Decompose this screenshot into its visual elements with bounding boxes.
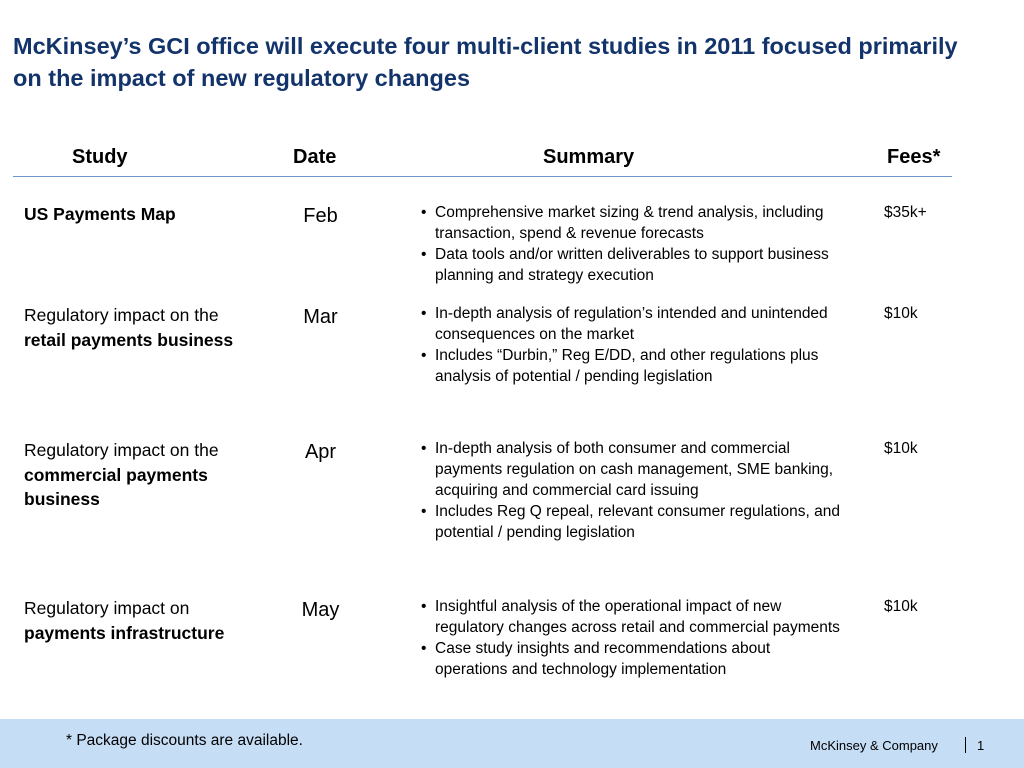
study-date: Apr — [304, 441, 337, 463]
summary-text: In-depth analysis of both consumer and c… — [435, 440, 834, 499]
study-fee: $10k — [884, 598, 918, 615]
bullet-icon: • — [421, 204, 427, 221]
summary-bullet: • Includes “Durbin,” Reg E/DD, and other … — [421, 345, 841, 387]
summary-text: Case study insights and recommendations … — [435, 640, 771, 678]
study-fee: $35k+ — [884, 204, 927, 221]
bullet-icon: • — [421, 598, 427, 615]
study-name: Regulatory impact on the commercial paym… — [24, 438, 234, 512]
bullet-icon: • — [421, 347, 427, 364]
summary-list: • Comprehensive market sizing & trend ana… — [421, 202, 841, 286]
study-name-bold: US Payments Map — [24, 204, 176, 224]
summary-bullet: • Includes Reg Q repeal, relevant consume… — [421, 501, 841, 543]
summary-text: Data tools and/or written deliverables t… — [435, 246, 829, 284]
study-name: Regulatory impact on the retail payments… — [24, 303, 234, 352]
bullet-icon: • — [421, 503, 427, 520]
footer-separator — [965, 737, 966, 753]
bullet-icon: • — [421, 305, 427, 322]
study-date: Feb — [303, 205, 338, 227]
header-fees: Fees* — [887, 146, 941, 168]
summary-list: • In-depth analysis of both consumer and … — [421, 438, 841, 543]
footer-band: * Package discounts are available. McKin… — [0, 719, 1024, 768]
study-fee: $10k — [884, 440, 918, 457]
header-date: Date — [293, 146, 337, 168]
study-name-plain: Regulatory impact on the — [24, 440, 219, 460]
bullet-icon: • — [421, 246, 427, 263]
summary-bullet: • In-depth analysis of both consumer and … — [421, 438, 841, 501]
summary-text: Comprehensive market sizing & trend anal… — [435, 204, 824, 242]
summary-text: Includes Reg Q repeal, relevant consumer… — [435, 503, 840, 541]
header-study: Study — [72, 146, 128, 168]
summary-bullet: • Data tools and/or written deliverables … — [421, 244, 841, 286]
study-fee: $10k — [884, 305, 918, 322]
study-name-bold: retail payments business — [24, 329, 234, 350]
study-name-bold: commercial payments business — [24, 464, 208, 510]
summary-bullet: • In-depth analysis of regulation’s inten… — [421, 303, 841, 345]
study-name-plain: Regulatory impact on — [24, 598, 190, 618]
header-summary: Summary — [543, 146, 635, 168]
summary-text: Includes “Durbin,” Reg E/DD, and other r… — [435, 347, 819, 385]
summary-bullet: • Case study insights and recommendations… — [421, 638, 841, 680]
summary-bullet: • Comprehensive market sizing & trend ana… — [421, 202, 841, 244]
study-name-plain: Regulatory impact on the — [24, 305, 219, 325]
summary-bullet: • Insightful analysis of the operational … — [421, 596, 841, 638]
study-name: US Payments Map — [24, 202, 234, 227]
summary-list: • In-depth analysis of regulation’s inten… — [421, 303, 841, 387]
slide-title: McKinsey’s GCI office will execute four … — [13, 33, 958, 91]
summary-list: • Insightful analysis of the operational … — [421, 596, 841, 680]
study-date: May — [301, 599, 340, 621]
footnote: * Package discounts are available. — [66, 732, 303, 749]
page-number: 1 — [977, 738, 985, 753]
study-date: Mar — [303, 306, 338, 328]
header-divider — [13, 176, 952, 177]
bullet-icon: • — [421, 640, 427, 657]
summary-text: In-depth analysis of regulation’s intend… — [435, 305, 828, 343]
summary-text: Insightful analysis of the operational i… — [435, 598, 840, 636]
study-name: Regulatory impact on payments infrastruc… — [24, 596, 234, 645]
brand-name: McKinsey & Company — [810, 738, 938, 753]
bullet-icon: • — [421, 440, 427, 457]
study-name-bold: payments infrastructure — [24, 622, 225, 643]
